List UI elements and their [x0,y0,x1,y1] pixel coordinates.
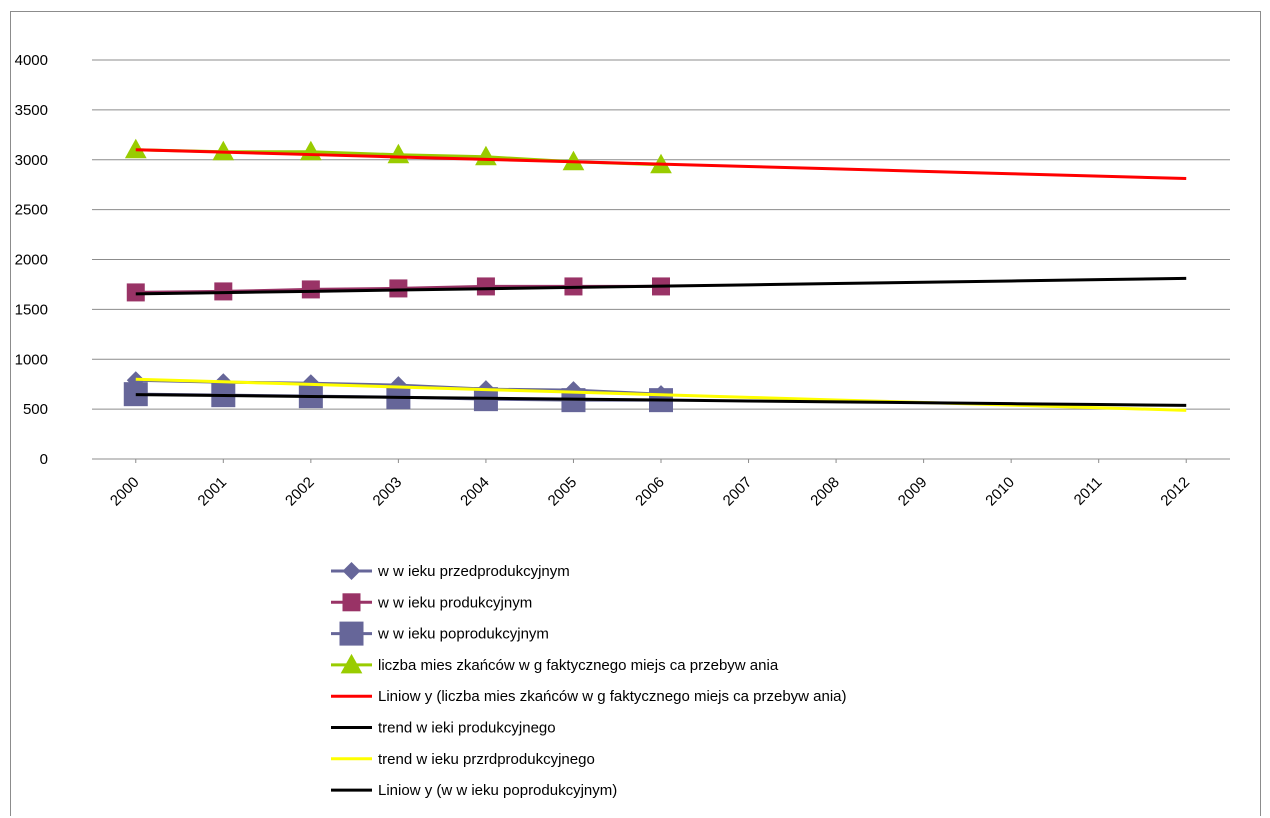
x-tick-label: 2011 [1071,474,1106,509]
series-line [135,148,1187,181]
x-tick-label: 2005 [545,474,581,510]
x-tick-label: 2012 [1157,474,1193,510]
series-line [135,393,1187,407]
square-marker [342,593,361,612]
y-tick-label: 3500 [15,102,48,119]
y-tick-label: 1000 [15,351,48,368]
legend-label: w w ieku produkcyjnym [377,594,532,611]
y-tick-label: 2000 [15,252,48,269]
y-tick-label: 500 [23,401,48,418]
square-marker [301,280,320,299]
y-axis-ticks: 0 500 1000 1500 2000 2500 3000 3500 4000 [15,52,48,468]
legend-label: Liniow y (w w ieku poprodukcyjnym) [378,782,617,799]
series-7 [135,393,1187,407]
legend-entry: trend w ieki produkcyjnego [331,720,556,737]
legend-label: liczba mies zkańców w g faktycznego miej… [378,657,779,674]
square-marker [339,621,364,646]
x-tick-label: 2009 [895,474,931,510]
legend-entry: w w ieku poprodukcyjnym [331,621,549,646]
x-tick-label: 2006 [632,474,668,510]
y-tick-label: 2500 [15,202,48,219]
legend-entry: Liniow y (liczba mies zkańców w g faktyc… [331,688,847,705]
square-marker [389,279,408,298]
y-tick-label: 1500 [15,301,48,318]
legend-label: trend w ieki produkcyjnego [378,720,556,737]
square-marker [476,277,495,296]
diamond-marker [389,376,408,395]
chart-frame [10,11,1261,816]
y-tick-label: 0 [40,451,48,468]
x-tick-label: 2010 [982,474,1018,510]
series-line [135,276,1187,296]
legend-label: Liniow y (liczba mies zkańców w g faktyc… [378,688,847,705]
series-4 [135,148,1187,181]
triangle-marker [340,653,363,674]
diamond-marker [564,381,583,400]
legend-entry: Liniow y (w w ieku poprodukcyjnym) [331,782,617,799]
x-axis-ticks: 2000 2001 2002 2003 2004 2005 2006 2007 2008 2009… [107,459,1193,509]
square-marker [123,382,148,407]
x-tick-label: 2004 [457,474,493,510]
legend-entry: trend w ieku przrdprodukcyjnego [331,751,595,768]
legend-entry: liczba mies zkańców w g faktycznego miej… [331,653,779,674]
legend-entry: w w ieku przedprodukcyjnym [331,562,570,580]
legend-label: trend w ieku przrdprodukcyjnego [378,751,595,768]
x-tick-label: 2002 [282,474,318,510]
y-tick-label: 3000 [15,152,48,169]
legend-label: w w ieku poprodukcyjnym [377,626,549,643]
diamond-marker [342,562,361,580]
x-tick-label: 2007 [720,474,756,510]
legend-entry: w w ieku produkcyjnym [331,593,532,612]
x-tick-label: 2003 [370,474,406,510]
x-tick-label: 2001 [195,474,231,510]
legend: w w ieku przedprodukcyjnym w w ieku produ… [331,562,847,799]
x-tick-label: 2008 [807,474,843,510]
legend-label: w w ieku przedprodukcyjnym [377,563,570,580]
series-5 [135,276,1187,296]
series-layer [123,138,1187,413]
x-tick-label: 2000 [107,474,143,510]
y-tick-label: 4000 [15,52,48,69]
